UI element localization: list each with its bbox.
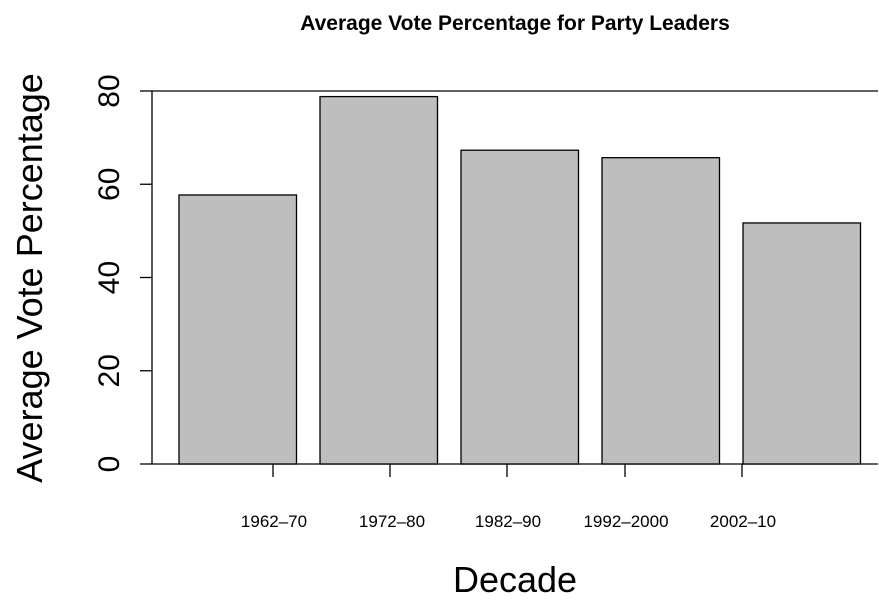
y-tick-label-3: 60 <box>93 168 126 201</box>
bar-0 <box>178 194 298 465</box>
bar-2 <box>460 149 580 465</box>
x-axis-label: Decade <box>453 559 577 600</box>
bars-group <box>178 95 862 465</box>
bar-1 <box>319 95 439 465</box>
bar-3 <box>601 157 721 465</box>
x-tick-label-1: 1972–80 <box>359 512 425 531</box>
x-axis-ticks: 1962–70 1972–80 1982–90 1992–2000 2002–10 <box>241 464 776 531</box>
y-tick-label-2: 40 <box>93 261 126 294</box>
y-axis-label: Average Vote Percentage <box>9 73 50 483</box>
y-tick-label-0: 0 <box>93 456 126 473</box>
x-tick-label-2: 1982–90 <box>475 512 541 531</box>
x-tick-label-0: 1962–70 <box>241 512 307 531</box>
y-tick-label-1: 20 <box>93 354 126 387</box>
bar-4 <box>742 222 862 465</box>
chart-title: Average Vote Percentage for Party Leader… <box>300 12 730 35</box>
x-tick-label-4: 2002–10 <box>710 512 776 531</box>
y-tick-label-4: 80 <box>93 74 126 107</box>
y-axis-ticks: 0 20 40 60 80 <box>93 74 152 472</box>
x-tick-label-3: 1992–2000 <box>583 512 668 531</box>
